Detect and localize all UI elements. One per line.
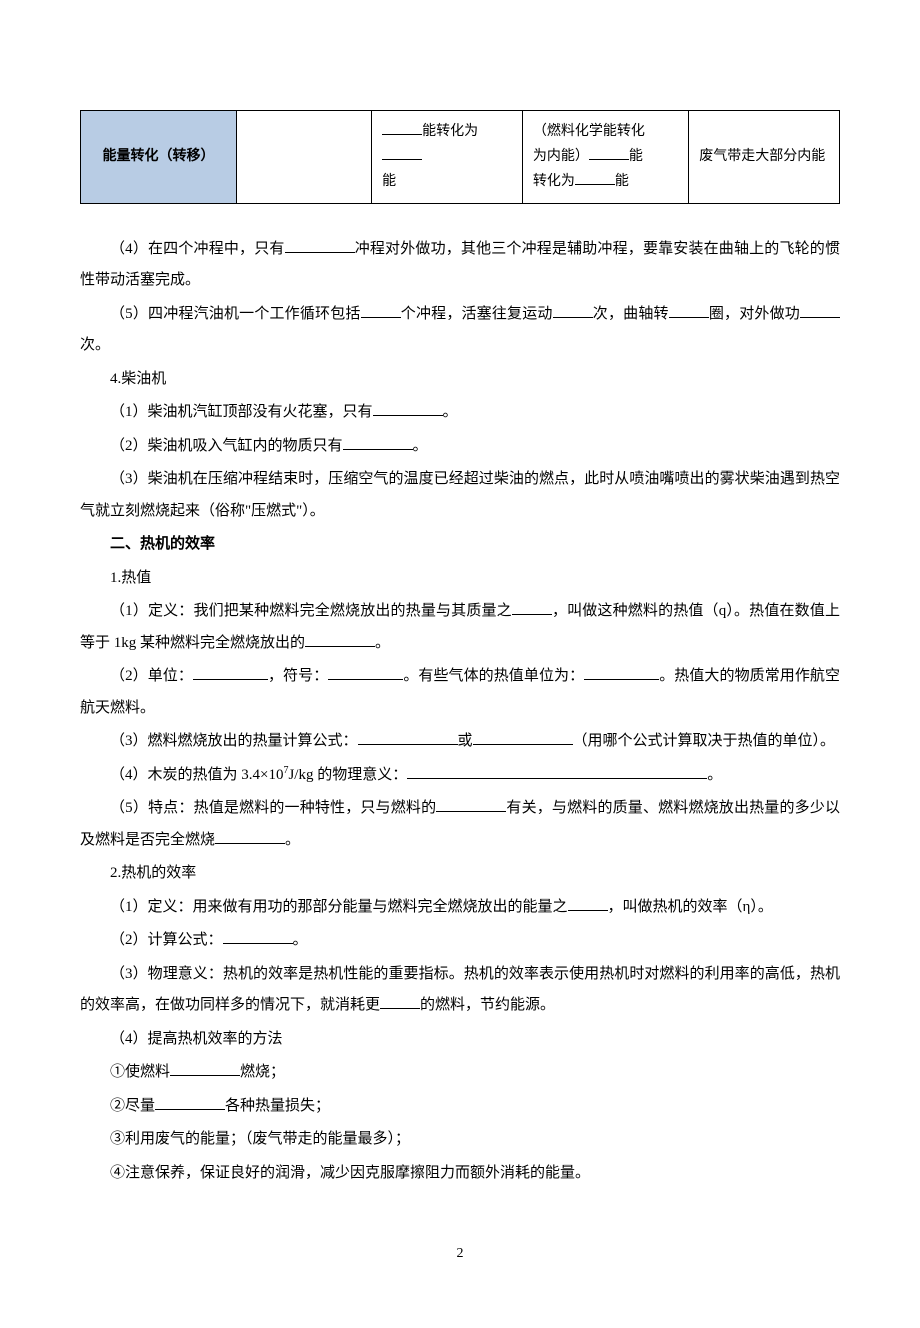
paragraph-5: （5）四冲程汽油机一个工作循环包括个冲程，活塞往复运动次，曲轴转圈，对外做功次。 xyxy=(80,299,840,362)
table-cell-4: （燃料化学能转化 为内能）能 转化为能 xyxy=(522,111,688,204)
s2-1-p5: （5）特点：热值是燃料的一种特性，只与燃料的有关，与燃料的质量、燃料燃烧放出热量… xyxy=(80,793,840,856)
s2-2-p3: （3）物理意义：热机的效率是热机性能的重要指标。热机的效率表示使用热机时对燃料的… xyxy=(80,959,840,1022)
s2-2-p2: （2）计算公式：。 xyxy=(80,925,840,957)
s4-p2: （2）柴油机吸入气缸内的物质只有。 xyxy=(80,431,840,463)
table-cell-3: 能转化为能 xyxy=(372,111,523,204)
page-number: 2 xyxy=(80,1239,840,1268)
s2-2-m3: ③利用废气的能量；（废气带走的能量最多）； xyxy=(80,1124,840,1156)
s2-1-p3: （3）燃料燃烧放出的热量计算公式：或（用哪个公式计算取决于热值的单位）。 xyxy=(80,726,840,758)
s2-1-p1: （1）定义：我们把某种燃料完全燃烧放出的热量与其质量之，叫做这种燃料的热值（q）… xyxy=(80,596,840,659)
energy-table: 能量转化（转移） 能转化为能 （燃料化学能转化 为内能）能 转化为能 废气带走大… xyxy=(80,110,840,204)
s2-2-m2: ②尽量各种热量损失； xyxy=(80,1091,840,1123)
paragraph-4: （4）在四个冲程中，只有冲程对外做功，其他三个冲程是辅助冲程，要靠安装在曲轴上的… xyxy=(80,234,840,297)
s2-2-m4: ④注意保养，保证良好的润滑，减少因克服摩擦阻力而额外消耗的能量。 xyxy=(80,1158,840,1190)
s4-p3: （3）柴油机在压缩冲程结束时，压缩空气的温度已经超过柴油的燃点，此时从喷油嘴喷出… xyxy=(80,464,840,527)
s2-2-p1: （1）定义：用来做有用功的那部分能量与燃料完全燃烧放出的能量之，叫做热机的效率（… xyxy=(80,892,840,924)
table-cell-empty xyxy=(236,111,371,204)
s2-2-p4: （4）提高热机效率的方法 xyxy=(80,1024,840,1056)
section-2-title: 二、热机的效率 xyxy=(80,529,840,561)
s2-1-title: 1.热值 xyxy=(80,563,840,595)
section-4-title: 4.柴油机 xyxy=(80,364,840,396)
table-cell-5: 废气带走大部分内能 xyxy=(689,111,840,204)
table-header-cell: 能量转化（转移） xyxy=(81,111,237,204)
s2-2-title: 2.热机的效率 xyxy=(80,858,840,890)
s2-1-p2: （2）单位：，符号：。有些气体的热值单位为：。热值大的物质常用作航空航天燃料。 xyxy=(80,661,840,724)
s2-2-m1: ①使燃料燃烧； xyxy=(80,1057,840,1089)
s2-1-p4: （4）木炭的热值为 3.4×107J/kg 的物理意义：。 xyxy=(80,760,840,792)
s4-p1: （1）柴油机汽缸顶部没有火花塞，只有。 xyxy=(80,397,840,429)
